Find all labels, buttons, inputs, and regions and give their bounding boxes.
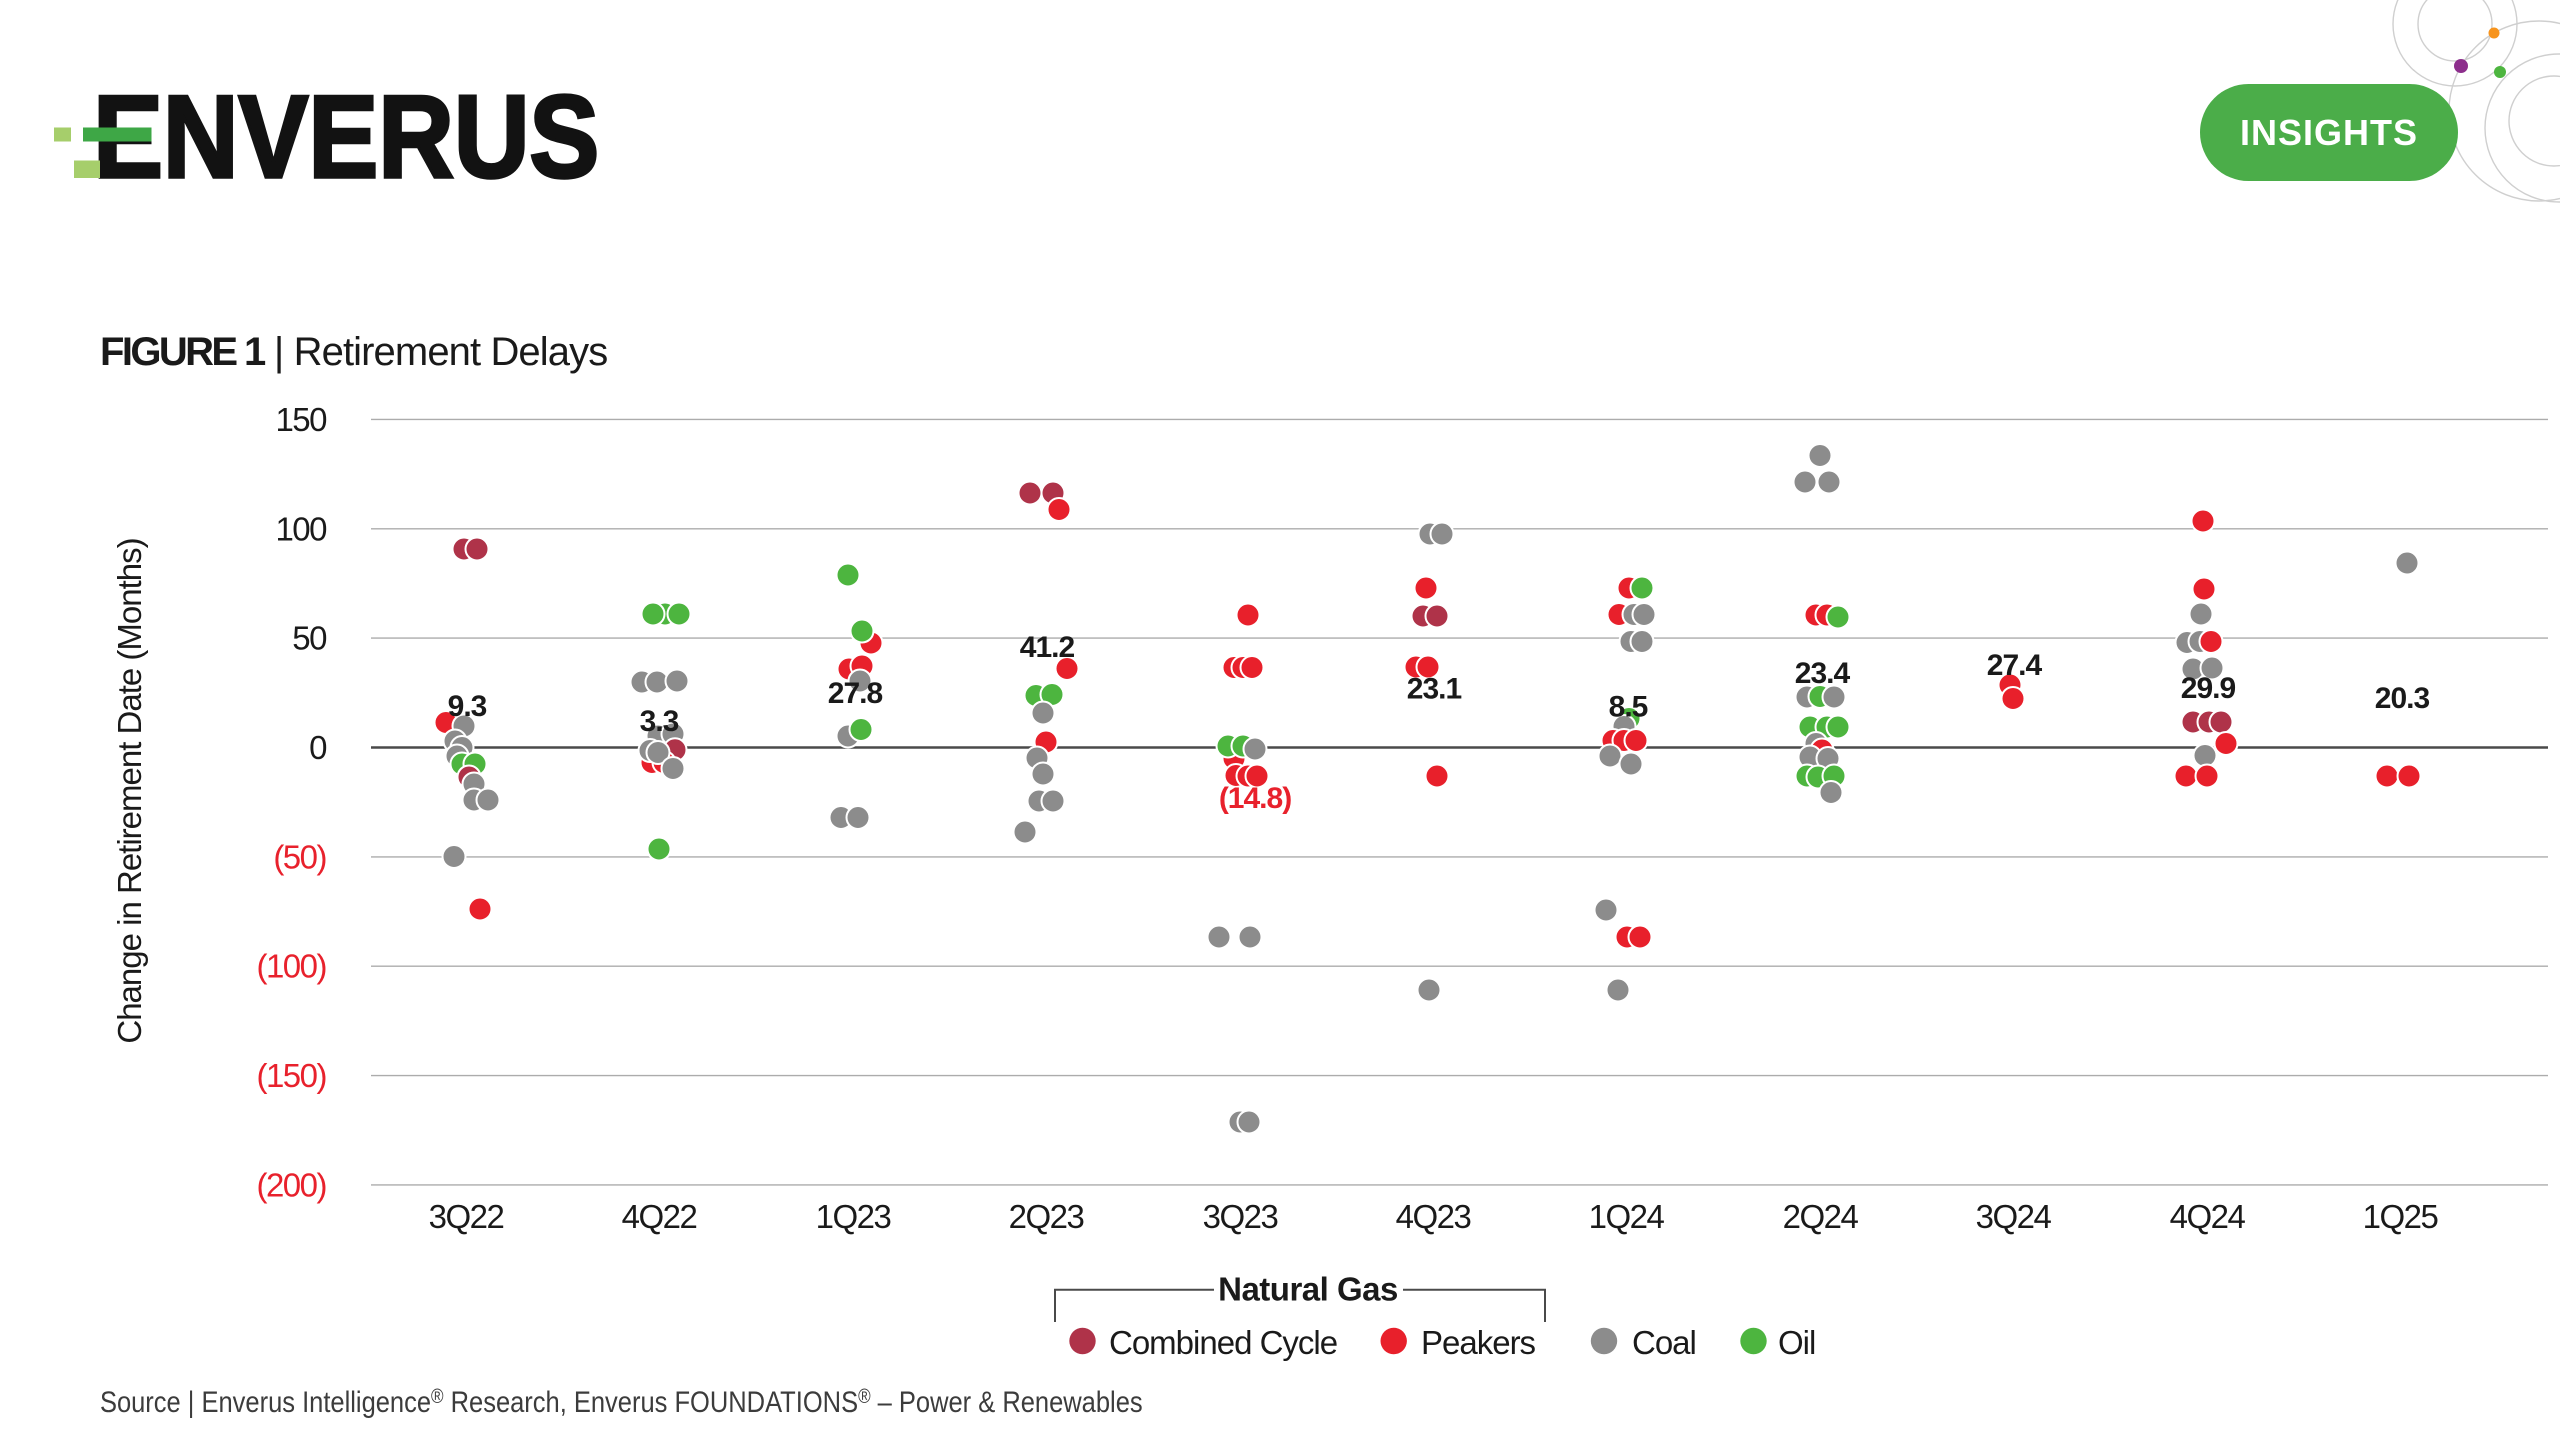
svg-text:4Q23: 4Q23 [1396, 1198, 1471, 1235]
svg-text:50: 50 [292, 620, 327, 657]
svg-text:100: 100 [275, 510, 327, 547]
svg-text:9.3: 9.3 [448, 690, 487, 723]
svg-text:1Q24: 1Q24 [1589, 1198, 1665, 1235]
svg-text:27.4: 27.4 [1987, 649, 2043, 682]
svg-text:0: 0 [309, 729, 327, 766]
svg-text:(150): (150) [256, 1057, 326, 1094]
svg-text:Coal: Coal [1632, 1324, 1696, 1361]
svg-text:29.9: 29.9 [2181, 672, 2236, 705]
svg-text:23.1: 23.1 [1407, 673, 1462, 706]
svg-text:1Q25: 1Q25 [2363, 1198, 2438, 1235]
svg-text:3Q23: 3Q23 [1203, 1198, 1278, 1235]
svg-text:Combined Cycle: Combined Cycle [1109, 1324, 1337, 1361]
svg-text:Natural Gas: Natural Gas [1218, 1271, 1398, 1308]
svg-text:23.4: 23.4 [1795, 657, 1851, 690]
svg-text:27.8: 27.8 [828, 677, 883, 710]
svg-text:(200): (200) [256, 1166, 326, 1203]
svg-text:FIGURE 1 | Retirement Delays: FIGURE 1 | Retirement Delays [100, 330, 607, 374]
svg-text:8.5: 8.5 [1609, 691, 1648, 724]
svg-text:(100): (100) [256, 948, 326, 985]
svg-text:ENVERUS: ENVERUS [93, 71, 599, 203]
svg-text:3Q22: 3Q22 [429, 1198, 504, 1235]
svg-text:(14.8): (14.8) [1219, 782, 1291, 815]
svg-text:Change in Retirement Date (Mon: Change in Retirement Date (Months) [111, 538, 148, 1043]
svg-text:Source | Enverus Intelligence®: Source | Enverus Intelligence® Research,… [100, 1385, 1143, 1419]
svg-text:1Q23: 1Q23 [816, 1198, 891, 1235]
svg-text:3Q24: 3Q24 [1976, 1198, 2052, 1235]
svg-text:(50): (50) [273, 838, 326, 875]
svg-text:4Q22: 4Q22 [622, 1198, 697, 1235]
svg-text:3.3: 3.3 [640, 705, 679, 738]
svg-text:4Q24: 4Q24 [2170, 1198, 2246, 1235]
svg-text:INSIGHTS: INSIGHTS [2240, 112, 2418, 153]
svg-text:2Q23: 2Q23 [1009, 1198, 1084, 1235]
svg-text:20.3: 20.3 [2375, 682, 2430, 715]
svg-text:2Q24: 2Q24 [1783, 1198, 1859, 1235]
svg-text:41.2: 41.2 [1020, 631, 1075, 664]
svg-text:Oil: Oil [1778, 1324, 1815, 1361]
svg-text:Peakers: Peakers [1421, 1324, 1536, 1361]
svg-text:150: 150 [275, 401, 327, 438]
